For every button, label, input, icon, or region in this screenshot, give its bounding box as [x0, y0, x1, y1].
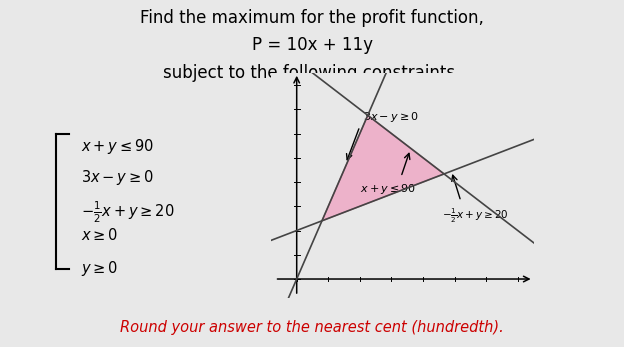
Text: Find the maximum for the profit function,: Find the maximum for the profit function… [140, 9, 484, 27]
Text: $x\geq 0$: $x\geq 0$ [81, 227, 119, 243]
Text: $-\frac{1}{2}x+y\geq 20$: $-\frac{1}{2}x+y\geq 20$ [81, 200, 175, 225]
Text: $x+y\leq 90$: $x+y\leq 90$ [81, 137, 154, 156]
Text: Round your answer to the nearest cent (hundredth).: Round your answer to the nearest cent (h… [120, 320, 504, 335]
Text: $x+y\leq 90$: $x+y\leq 90$ [360, 182, 416, 196]
Text: P = 10x + 11y: P = 10x + 11y [251, 36, 373, 54]
Text: $-\frac{1}{2}x+y\geq 20$: $-\frac{1}{2}x+y\geq 20$ [442, 206, 509, 225]
Text: subject to the following constraints.: subject to the following constraints. [163, 64, 461, 82]
Polygon shape [322, 115, 444, 221]
Text: $3x-y\geq 0$: $3x-y\geq 0$ [81, 168, 154, 187]
Text: $3x-y\geq 0$: $3x-y\geq 0$ [363, 110, 419, 124]
Text: $y\geq 0$: $y\geq 0$ [81, 259, 119, 278]
